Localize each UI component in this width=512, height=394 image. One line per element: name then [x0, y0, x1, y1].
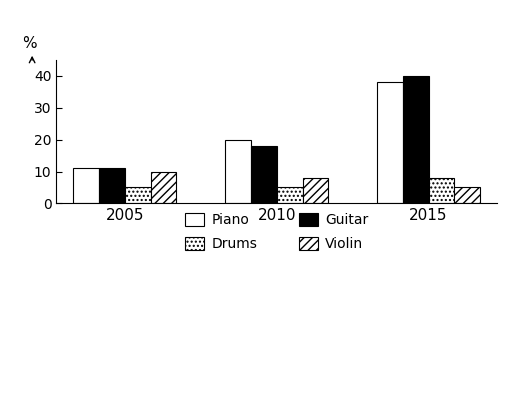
- Legend: Piano, Drums, Guitar, Violin: Piano, Drums, Guitar, Violin: [179, 207, 374, 256]
- Bar: [403, 76, 429, 203]
- Bar: [429, 178, 455, 203]
- Bar: [73, 168, 99, 203]
- Bar: [225, 139, 251, 203]
- Bar: [377, 82, 403, 203]
- Bar: [125, 188, 151, 203]
- Bar: [276, 188, 303, 203]
- Bar: [151, 171, 177, 203]
- Bar: [99, 168, 125, 203]
- Bar: [455, 188, 480, 203]
- Text: %: %: [23, 36, 37, 52]
- Bar: [251, 146, 276, 203]
- Bar: [303, 178, 328, 203]
